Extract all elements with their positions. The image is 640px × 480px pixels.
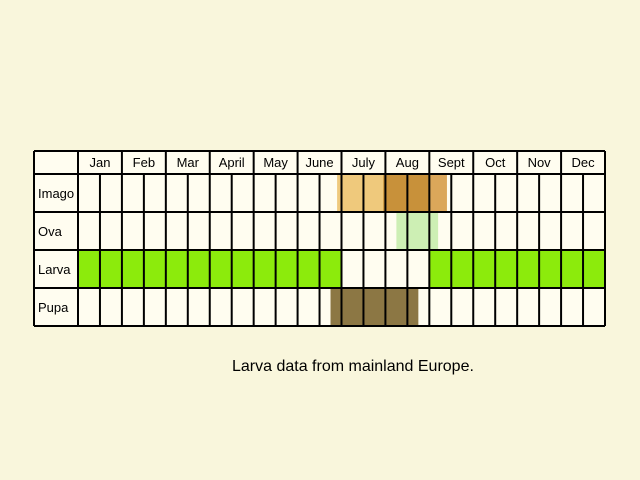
stage-label: Larva xyxy=(38,262,71,277)
chart-note: Larva data from mainland Europe. xyxy=(232,358,474,375)
month-label: June xyxy=(305,155,333,170)
stage-label: Ova xyxy=(38,224,63,239)
bar-ova xyxy=(396,212,439,250)
stage-label: Pupa xyxy=(38,300,69,315)
bar-pupa xyxy=(330,288,419,326)
month-label: Mar xyxy=(177,155,200,170)
month-label: Oct xyxy=(485,155,506,170)
bar-imago-peak-edge xyxy=(429,174,447,212)
month-label: Aug xyxy=(396,155,419,170)
month-label: Sept xyxy=(438,155,465,170)
month-label: April xyxy=(219,155,245,170)
bar-imago-peak xyxy=(383,174,430,212)
month-label: Feb xyxy=(133,155,155,170)
month-label: July xyxy=(352,155,376,170)
month-label: Dec xyxy=(571,155,595,170)
month-label: Nov xyxy=(528,155,552,170)
month-label: Jan xyxy=(89,155,110,170)
month-label: May xyxy=(263,155,288,170)
stage-label: Imago xyxy=(38,186,74,201)
